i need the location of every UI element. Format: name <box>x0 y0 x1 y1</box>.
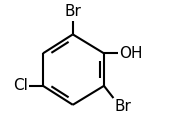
Text: OH: OH <box>119 46 142 61</box>
Text: Br: Br <box>115 99 132 114</box>
Text: Cl: Cl <box>13 78 28 93</box>
Text: Br: Br <box>64 5 81 19</box>
